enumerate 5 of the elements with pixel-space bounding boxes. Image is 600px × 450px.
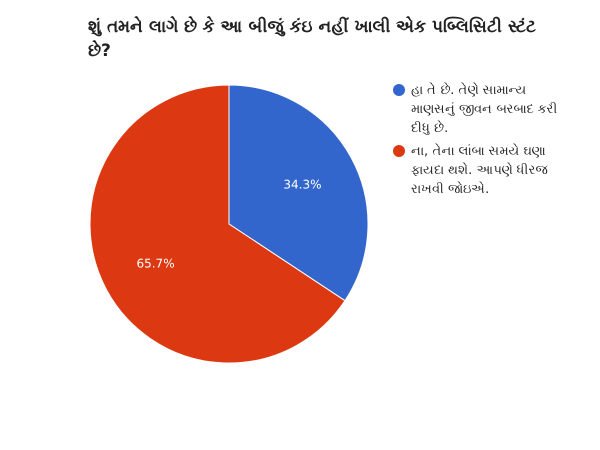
- legend-label: ના, તેના લાંબા સમયે ઘણા ફાયદા થશે. આપણે ધીરજ રાખવી જોઇએ.: [411, 143, 549, 197]
- data-label: 34.3%: [283, 178, 322, 192]
- chart-title: શું તમને લાગે છે કે આ બીજું કંઇ નહીં ખાલી એક પબ્લિસિટી સ્ટંટ છે?: [88, 15, 536, 61]
- data-label: 65.7%: [136, 256, 175, 271]
- legend-label: હા તે છે. તેણે સામાન્ય માણસનું જીવન બરબાદ કરી દીધુ છે.: [411, 82, 558, 136]
